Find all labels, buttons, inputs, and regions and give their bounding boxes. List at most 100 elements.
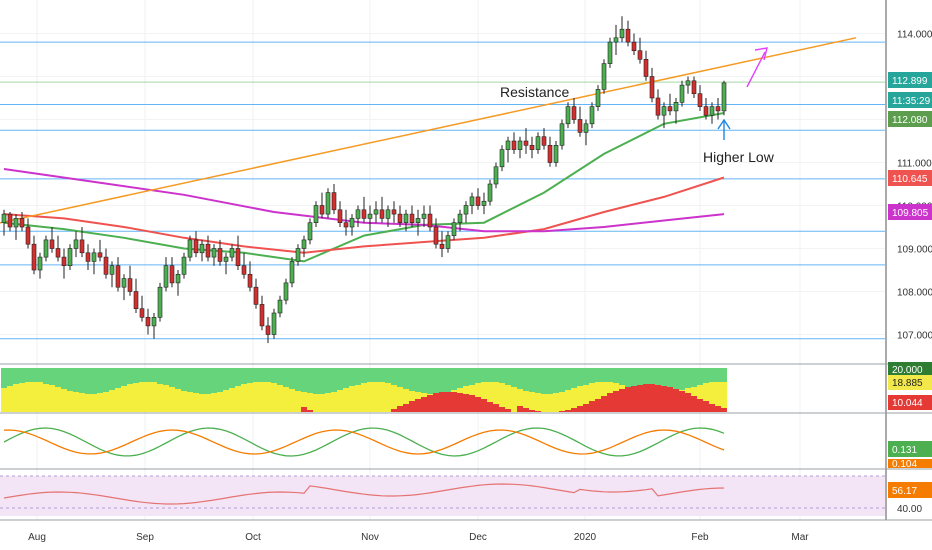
ind1-tag-label: 10.044 [892, 398, 923, 409]
ind1-yellow-bar [493, 382, 499, 412]
higher-low-arrow-head [717, 118, 731, 130]
ind1-yellow-bar [397, 387, 403, 412]
moving-average-line [3, 176, 725, 254]
candle-body [631, 41, 637, 51]
ind1-red-bar [517, 406, 523, 412]
x-tick-label: Mar [791, 532, 809, 543]
ind1-yellow-bar [499, 383, 505, 412]
ind1-yellow-bar [559, 392, 565, 412]
ind1-green-bar [103, 368, 109, 412]
ind1-green-bar [193, 368, 199, 412]
ind1-yellow-bar [121, 386, 127, 412]
candle-body [445, 235, 451, 249]
ind1-red-bar [433, 393, 439, 412]
candle-body [91, 252, 97, 262]
candle-body [49, 239, 55, 249]
ind1-green-bar [427, 368, 433, 412]
ind1-yellow-bar [697, 385, 703, 412]
candle-body [7, 213, 13, 228]
ind1-red-bar [613, 391, 619, 412]
ind1-yellow-bar [517, 389, 523, 412]
candle-body [1, 213, 7, 224]
ind1-red-bar [397, 406, 403, 412]
candle-body [37, 256, 43, 271]
ind1-red-bar [703, 401, 709, 412]
candle-body [559, 123, 565, 146]
price-tick-label: 111.000 [897, 159, 932, 170]
text-annotations[interactable]: Resistance Higher Low [500, 84, 775, 165]
candle-body [541, 136, 547, 146]
x-tick-label: Dec [469, 532, 487, 543]
ind1-tag-label: 18.885 [892, 378, 923, 389]
candle-body [181, 256, 187, 275]
ind1-yellow-bar [109, 390, 115, 412]
ind1-red-bar [697, 399, 703, 412]
candle-body [151, 316, 157, 327]
oscillator-orange [3, 429, 725, 455]
ind2-tag [888, 459, 932, 468]
arrow-annotations[interactable] [717, 47, 768, 140]
rsi-line [3, 483, 725, 505]
x-tick-label: Nov [361, 532, 379, 543]
oscillator-green [3, 427, 725, 457]
ind1-green-bar [301, 368, 307, 412]
candle-body [157, 286, 163, 318]
ind1-red-bar [643, 384, 649, 412]
x-tick-label: Oct [245, 532, 261, 543]
candle-body [439, 243, 445, 249]
candle-body [571, 106, 577, 120]
candle-body [373, 209, 379, 215]
candle-body [67, 248, 73, 267]
candle-body [583, 123, 589, 133]
ind1-red-bar [301, 407, 307, 412]
candle-body [31, 243, 37, 271]
ind1-yellow-bar [7, 386, 13, 412]
ind1-yellow-bar [13, 384, 19, 412]
ind1-yellow-bar [97, 393, 103, 412]
ind1-tag-label: 20.000 [892, 365, 923, 376]
candle-body [457, 213, 463, 224]
ind1-yellow-bar [511, 387, 517, 412]
ind1-yellow-bar [103, 392, 109, 412]
ind2-tag-label: 0.131 [892, 445, 917, 456]
ind1-red-bar [685, 393, 691, 412]
ind1-red-bar [505, 409, 511, 412]
price-axis-bg [886, 0, 932, 550]
ind1-yellow-bar [79, 393, 85, 412]
candle-body [523, 140, 529, 146]
candle-body [553, 145, 559, 163]
annotation-resistance[interactable]: Resistance [500, 84, 569, 100]
trendline[interactable] [0, 37, 857, 352]
annotation-higher-low[interactable]: Higher Low [703, 149, 775, 165]
candle-body [625, 28, 631, 43]
candle-body [433, 226, 439, 245]
candle-body [379, 209, 385, 219]
candle-body [547, 145, 553, 163]
candle-body [721, 82, 727, 112]
ind1-green-bar [445, 368, 451, 412]
candle-body [697, 93, 703, 107]
ind1-green-bar [67, 368, 73, 412]
ind1-green-bar [199, 368, 205, 412]
ind1-tag [888, 362, 932, 377]
candle-body [613, 37, 619, 43]
ind1-green-bar [211, 368, 217, 412]
ind1-red-bar [415, 399, 421, 412]
ind1-yellow-bar [571, 388, 577, 412]
ind1-green-bar [559, 368, 565, 412]
price-tick-label: 107.000 [897, 331, 932, 342]
ind1-yellow-bar [31, 382, 37, 412]
candle-body [121, 278, 127, 288]
candle-body [601, 63, 607, 90]
candle-body [679, 84, 685, 103]
ind1-yellow-bar [391, 385, 397, 412]
ind1-green-bar [409, 368, 415, 412]
candle-body [427, 213, 433, 228]
ind1-red-bar [523, 408, 529, 412]
candle-body [469, 196, 475, 206]
candle-body [673, 102, 679, 112]
indicator-panel-2 [3, 427, 725, 457]
ind1-yellow-bar [523, 391, 529, 412]
